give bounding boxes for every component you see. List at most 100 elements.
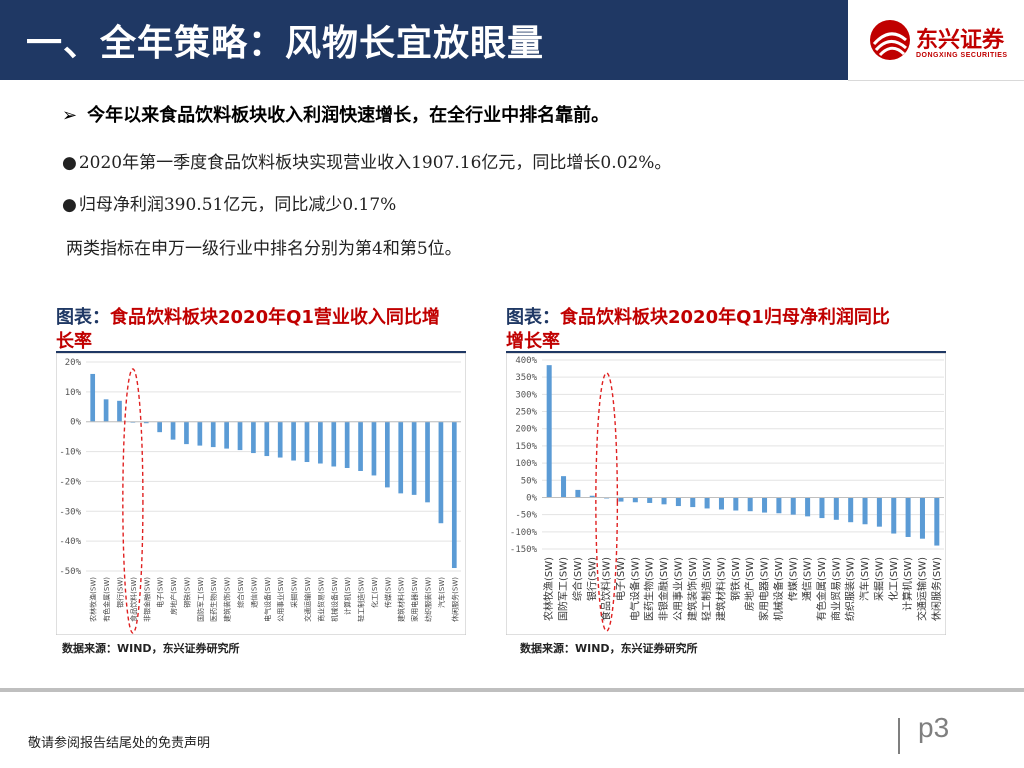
- bar: [561, 476, 567, 498]
- bar: [425, 421, 430, 503]
- x-category-label: 机械设备(SW): [772, 557, 785, 621]
- x-category-label: 汽车(SW): [437, 577, 446, 608]
- bar: [398, 421, 404, 494]
- bar: [371, 421, 377, 476]
- x-category-label: 食品饮料(SW): [129, 577, 138, 622]
- y-tick-label: -150%: [510, 545, 538, 555]
- bar: [805, 497, 811, 517]
- bar: [451, 421, 457, 569]
- bar: [833, 497, 839, 520]
- bar: [170, 421, 176, 440]
- chart-frame: [56, 353, 466, 635]
- x-category-label: 农林牧渔(SW): [89, 577, 98, 622]
- x-category-label: 有色金属(SW): [102, 577, 111, 622]
- y-tick-label: 150%: [515, 442, 537, 452]
- arrow-bullet-icon: ➢: [62, 105, 78, 126]
- x-category-label: 银行(SW): [115, 577, 124, 608]
- bar: [704, 497, 710, 509]
- y-tick-label: 250%: [515, 408, 537, 418]
- bar: [277, 421, 283, 458]
- y-tick-label: 10%: [65, 388, 82, 398]
- x-category-label: 电子(SW): [614, 557, 627, 601]
- x-category-label: 传媒(SW): [383, 577, 392, 608]
- footer-divider: [0, 688, 1024, 692]
- bar: [934, 497, 940, 546]
- chart-source: 数据来源：WIND，东兴证券研究所: [520, 642, 698, 655]
- bar: [762, 497, 768, 513]
- dot-bullet-icon: ●: [62, 153, 77, 173]
- point-revenue: ● 2020年第一季度食品饮料板块实现营业收入1907.16亿元，同比增长0.02…: [62, 148, 671, 173]
- point-net-profit: ● 归母净利润390.51亿元，同比减少0.17%: [62, 190, 396, 215]
- x-category-label: 纺织服装(SW): [844, 557, 857, 621]
- bar: [546, 365, 552, 498]
- revenue-growth-chart: 20% 10% 0% -10% -20% -30% -40% -50% 农林牧渔(SW) 有色金属…: [56, 353, 466, 635]
- x-category-label: 家用电器(SW): [410, 577, 419, 622]
- x-category-label: 休闲服务(SW): [450, 577, 459, 622]
- y-tick-label: 0%: [526, 493, 537, 503]
- bar: [862, 497, 868, 525]
- bar: [733, 497, 739, 511]
- bar: [224, 421, 229, 449]
- x-category-label: 电子(SW): [156, 577, 165, 608]
- page-separator: [898, 718, 900, 754]
- x-category-label: 采掘(SW): [872, 557, 885, 601]
- x-category-label: 房地产(SW): [743, 557, 756, 611]
- bar: [237, 421, 243, 451]
- chart-title-prefix: 图表：: [56, 307, 110, 328]
- bar: [819, 497, 825, 519]
- x-category-label: 电气设备(SW): [263, 577, 272, 622]
- x-category-label: 家用电器(SW): [758, 557, 771, 621]
- x-category-label: 农林牧渔(SW): [542, 557, 555, 621]
- x-category-label: 通信(SW): [802, 557, 814, 601]
- x-category-label: 医药生物(SW): [209, 577, 218, 622]
- bar: [647, 497, 653, 503]
- point-ranking: 两类指标在申万一级行业中排名分别为第4和第5位。: [66, 234, 462, 259]
- y-tick-label: 0%: [70, 418, 81, 428]
- bar: [589, 495, 595, 498]
- x-category-label: 电气设备(SW): [628, 557, 641, 621]
- x-category-label: 钢铁(SW): [182, 577, 191, 608]
- bar: [411, 421, 417, 495]
- bar: [690, 497, 696, 508]
- bar: [718, 497, 724, 510]
- point-text: 两类指标在申万一级行业中排名分别为第4和第5位。: [66, 239, 462, 259]
- bar: [157, 421, 163, 433]
- x-category-label: 汽车(SW): [858, 557, 871, 601]
- y-tick-label: -100%: [510, 528, 538, 538]
- bar: [331, 421, 337, 467]
- bar: [848, 497, 854, 523]
- bar: [197, 421, 203, 446]
- x-category-label: 银行(SW): [585, 557, 598, 601]
- disclaimer-text: 敬请参阅报告结尾处的免责声明: [28, 736, 211, 751]
- bar: [747, 497, 753, 512]
- x-category-label: 交通运输(SW): [303, 577, 312, 622]
- header-bar: 一、全年策略：风物长宜放眼量: [0, 0, 848, 80]
- y-tick-label: -50%: [59, 567, 81, 577]
- chart-title-revenue: 图表：食品饮料板块2020年Q1营业收入同比增长率: [56, 306, 456, 354]
- x-category-label: 建筑材料(SW): [397, 577, 406, 622]
- x-category-label: 非银金融(SW): [657, 557, 670, 621]
- bar: [344, 421, 350, 468]
- x-category-label: 建筑材料(SW): [714, 557, 727, 621]
- x-category-label: 纺织服装(SW): [424, 577, 433, 622]
- y-tick-label: 300%: [515, 390, 537, 400]
- chart-title-text: 食品饮料板块2020年Q1营业收入同比增长率: [56, 307, 440, 352]
- x-category-label: 交通运输(SW): [915, 557, 928, 621]
- x-category-label: 传媒(SW): [787, 557, 799, 601]
- x-category-label: 钢铁(SW): [729, 557, 742, 601]
- page-number: p3: [918, 712, 950, 743]
- highlight-ellipse: [595, 372, 619, 632]
- bar: [318, 421, 323, 464]
- y-tick-label: 100%: [515, 459, 537, 469]
- point-text: 归母净利润390.51亿元，同比减少0.17%: [78, 195, 397, 215]
- x-category-label: 机械设备(SW): [330, 577, 339, 622]
- bar: [661, 497, 667, 505]
- x-category-label: 国防军工(SW): [196, 577, 205, 622]
- bar: [210, 421, 216, 448]
- bar: [618, 497, 624, 502]
- company-logo: 东兴证券 DONGXING SECURITIES: [848, 0, 1024, 81]
- x-category-label: 化工(SW): [370, 577, 379, 608]
- bar: [358, 421, 363, 471]
- dot-bullet-icon: ●: [62, 195, 77, 215]
- x-category-label: 综合(SW): [236, 577, 245, 608]
